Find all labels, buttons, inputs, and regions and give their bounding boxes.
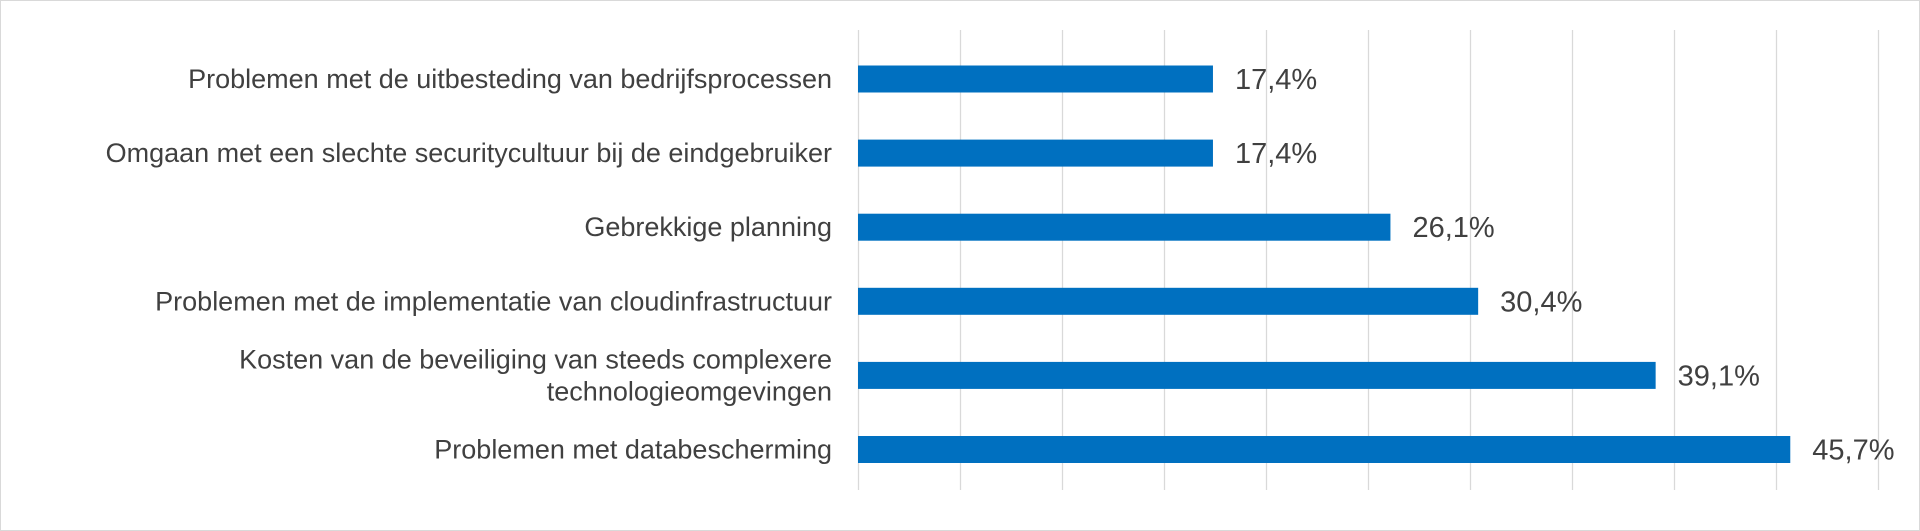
data-label: 39,1% (1678, 360, 1760, 392)
category-label: Omgaan met een slechte securitycultuur b… (106, 138, 832, 168)
bar (858, 139, 1213, 167)
bar (858, 65, 1213, 93)
category-label: Gebrekkige planning (584, 212, 832, 242)
bar (858, 213, 1391, 241)
data-label: 30,4% (1500, 286, 1582, 318)
bar (858, 361, 1656, 389)
bar (858, 287, 1479, 315)
data-label: 45,7% (1812, 435, 1894, 467)
gridlines (857, 30, 1880, 490)
data-label: 17,4% (1235, 138, 1317, 170)
category-label: Kosten van de beveiliging van steeds com… (239, 344, 832, 374)
data-label: 17,4% (1235, 64, 1317, 96)
category-label: Problemen met de uitbesteding van bedrij… (188, 64, 832, 94)
category-label: Problemen met de implementatie van cloud… (155, 286, 832, 316)
category-label: Problemen met databescherming (434, 435, 832, 465)
bar (858, 436, 1791, 463)
data-label: 26,1% (1412, 212, 1494, 244)
category-label: technologieomgevingen (547, 376, 832, 406)
